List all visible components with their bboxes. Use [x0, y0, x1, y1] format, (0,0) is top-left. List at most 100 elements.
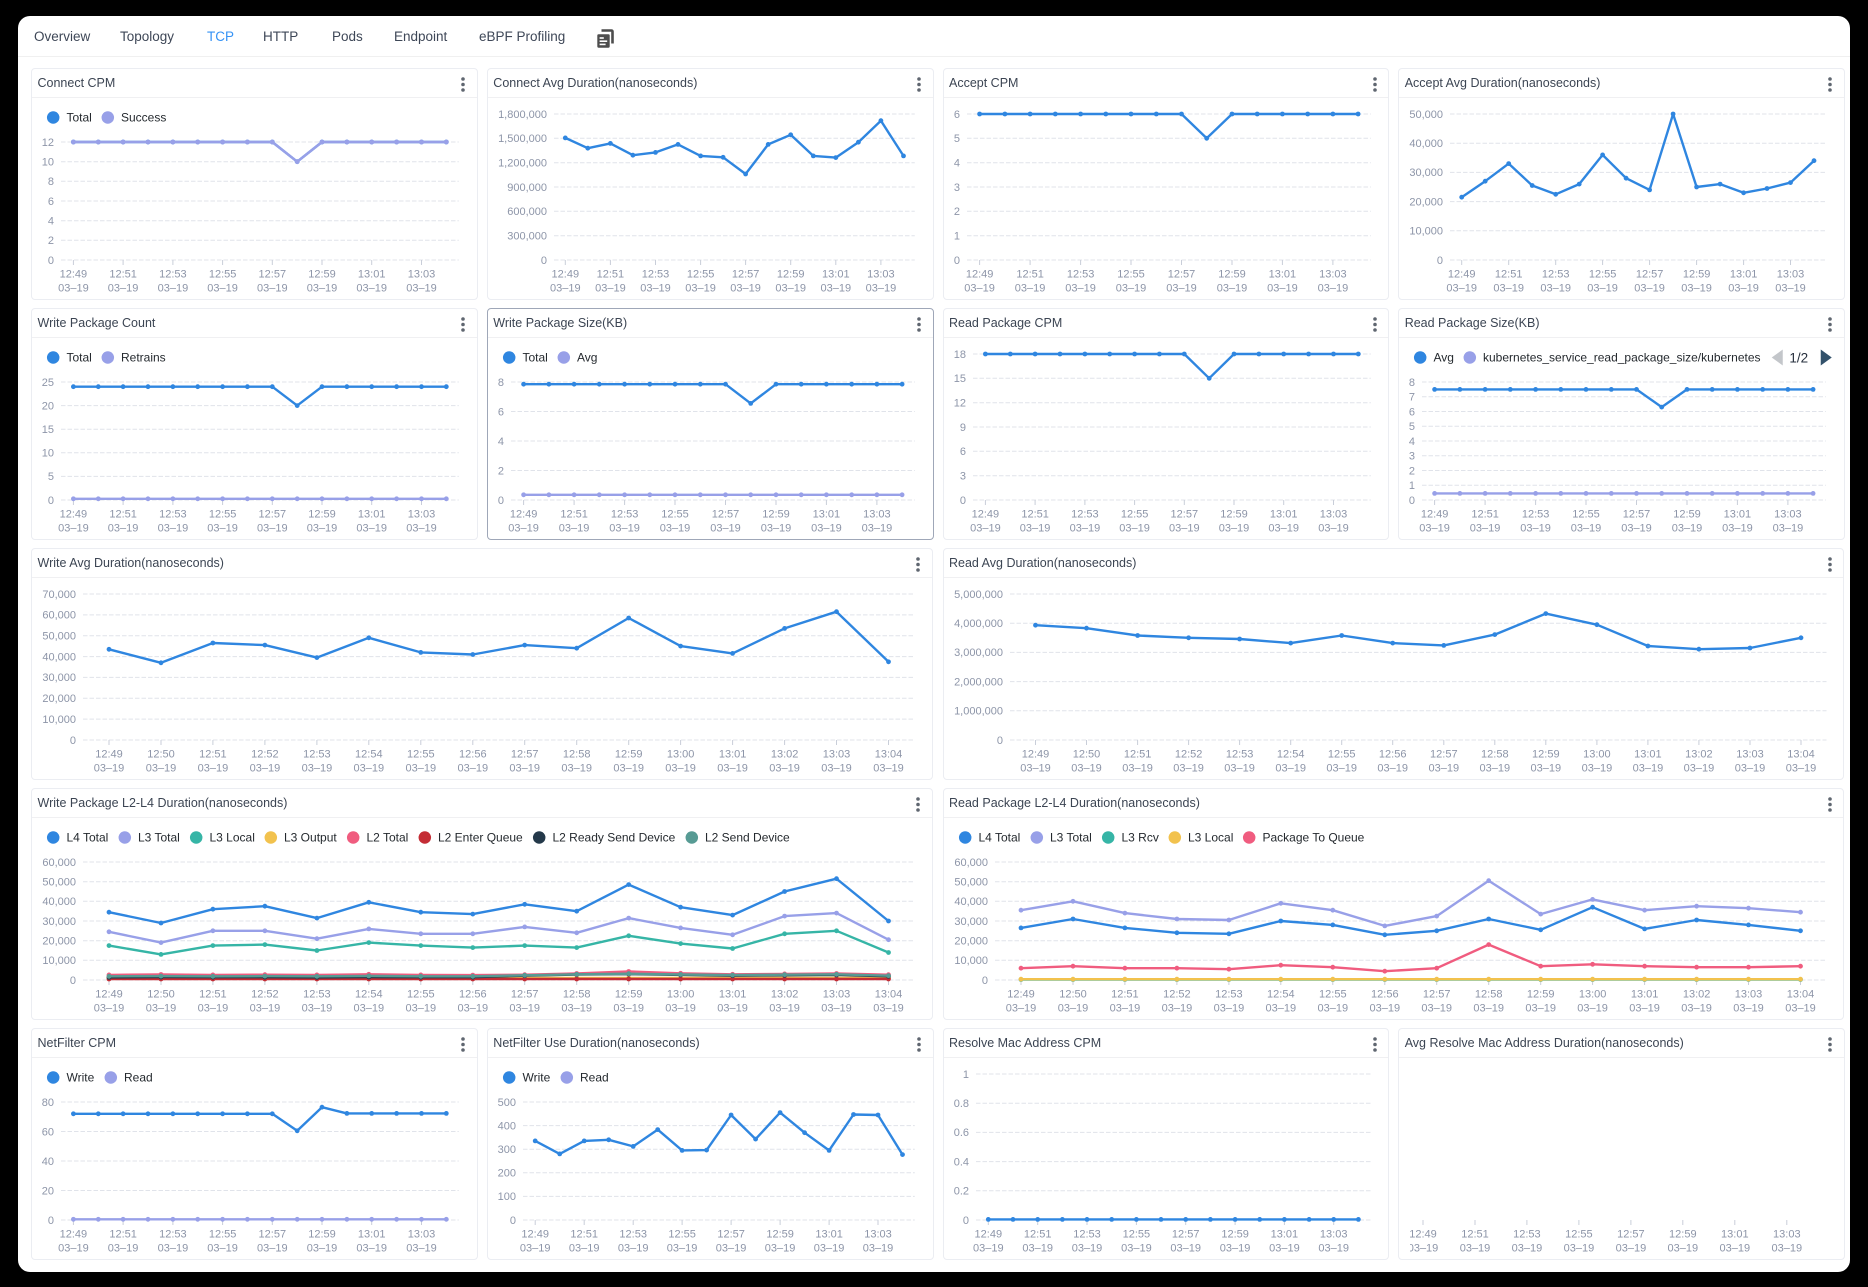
- svg-text:13:01: 13:01: [719, 989, 747, 1001]
- svg-text:70,000: 70,000: [42, 589, 76, 601]
- svg-text:12:51: 12:51: [199, 749, 227, 761]
- svg-text:03–19: 03–19: [58, 283, 89, 295]
- svg-text:L3 Total: L3 Total: [138, 831, 180, 845]
- svg-text:03–19: 03–19: [406, 1243, 437, 1255]
- svg-text:12:51: 12:51: [1495, 269, 1523, 281]
- svg-text:03–19: 03–19: [1121, 1243, 1152, 1255]
- svg-text:03–19: 03–19: [665, 763, 696, 775]
- svg-text:8: 8: [48, 176, 54, 188]
- svg-text:03–19: 03–19: [108, 1243, 139, 1255]
- svg-text:03–19: 03–19: [307, 1243, 338, 1255]
- svg-text:03–19: 03–19: [1219, 1243, 1250, 1255]
- svg-text:20,000: 20,000: [954, 936, 988, 948]
- svg-text:03–19: 03–19: [1722, 523, 1753, 535]
- svg-text:03–19: 03–19: [873, 763, 904, 775]
- svg-text:50,000: 50,000: [954, 877, 988, 889]
- svg-text:03–19: 03–19: [1317, 1003, 1348, 1015]
- svg-text:03–19: 03–19: [1268, 523, 1299, 535]
- svg-text:20,000: 20,000: [42, 693, 76, 705]
- svg-text:03–19: 03–19: [1447, 283, 1478, 295]
- svg-text:03–19: 03–19: [710, 523, 741, 535]
- svg-text:12:55: 12:55: [1117, 269, 1145, 281]
- svg-text:03–19: 03–19: [660, 523, 691, 535]
- svg-text:03–19: 03–19: [94, 763, 125, 775]
- svg-text:03–19: 03–19: [1326, 763, 1357, 775]
- svg-text:1,800,000: 1,800,000: [498, 109, 547, 121]
- svg-text:12:52: 12:52: [251, 749, 279, 761]
- svg-text:12:55: 12:55: [407, 749, 435, 761]
- svg-text:12:54: 12:54: [355, 749, 383, 761]
- svg-text:03–19: 03–19: [1166, 283, 1197, 295]
- svg-text:12:53: 12:53: [619, 1229, 647, 1241]
- svg-text:4: 4: [498, 436, 504, 448]
- svg-text:12:54: 12:54: [1276, 749, 1304, 761]
- svg-text:12:59: 12:59: [1532, 749, 1560, 761]
- svg-text:12:59: 12:59: [308, 269, 336, 281]
- svg-text:12:55: 12:55: [687, 269, 715, 281]
- svg-text:12:51: 12:51: [1472, 509, 1500, 521]
- svg-text:12:56: 12:56: [1371, 989, 1399, 1001]
- svg-text:03–19: 03–19: [406, 763, 437, 775]
- svg-text:12:59: 12:59: [1220, 509, 1248, 521]
- svg-text:5: 5: [953, 133, 959, 145]
- svg-text:2: 2: [1409, 465, 1415, 477]
- svg-text:03–19: 03–19: [458, 1003, 489, 1015]
- svg-text:03–19: 03–19: [307, 283, 338, 295]
- svg-text:03–19: 03–19: [613, 1003, 644, 1015]
- svg-text:03–19: 03–19: [1541, 283, 1572, 295]
- svg-text:03–19: 03–19: [158, 1243, 189, 1255]
- svg-text:13:03: 13:03: [408, 1229, 436, 1241]
- svg-text:03–19: 03–19: [1728, 283, 1759, 295]
- svg-text:12:51: 12:51: [109, 509, 137, 521]
- svg-text:12:55: 12:55: [1565, 1229, 1593, 1241]
- svg-text:13:01: 13:01: [815, 1229, 843, 1241]
- svg-text:03–19: 03–19: [559, 523, 590, 535]
- svg-text:60,000: 60,000: [954, 857, 988, 869]
- svg-text:03–19: 03–19: [667, 1243, 698, 1255]
- svg-text:12:49: 12:49: [1448, 269, 1476, 281]
- svg-text:Retrains: Retrains: [121, 351, 166, 365]
- svg-text:Success: Success: [121, 111, 166, 125]
- svg-text:80: 80: [42, 1097, 54, 1109]
- svg-text:0: 0: [981, 975, 987, 987]
- svg-text:13:03: 13:03: [1734, 989, 1762, 1001]
- svg-text:12: 12: [42, 137, 54, 149]
- svg-text:03–19: 03–19: [1494, 283, 1525, 295]
- svg-text:12:59: 12:59: [1673, 509, 1701, 521]
- svg-text:0.4: 0.4: [953, 1156, 968, 1168]
- svg-text:12:53: 12:53: [1542, 269, 1570, 281]
- svg-text:12:59: 12:59: [615, 989, 643, 1001]
- svg-text:03–19: 03–19: [873, 1003, 904, 1015]
- svg-text:12:51: 12:51: [1123, 749, 1151, 761]
- svg-text:2: 2: [498, 465, 504, 477]
- svg-text:8: 8: [1409, 377, 1415, 389]
- svg-text:50,000: 50,000: [42, 877, 76, 889]
- svg-text:0.6: 0.6: [953, 1127, 968, 1139]
- svg-text:10: 10: [42, 448, 54, 460]
- svg-text:03–19: 03–19: [406, 283, 437, 295]
- svg-text:6: 6: [959, 446, 965, 458]
- svg-text:03–19: 03–19: [1169, 523, 1200, 535]
- svg-text:13:01: 13:01: [1630, 989, 1658, 1001]
- svg-text:12:53: 12:53: [1513, 1229, 1541, 1241]
- svg-text:L3 Output: L3 Output: [284, 831, 337, 845]
- svg-text:03–19: 03–19: [257, 523, 288, 535]
- svg-text:60,000: 60,000: [42, 610, 76, 622]
- svg-text:12:50: 12:50: [1072, 749, 1100, 761]
- svg-text:13:01: 13:01: [358, 269, 386, 281]
- svg-text:13:03: 13:03: [408, 509, 436, 521]
- svg-text:12:55: 12:55: [1319, 989, 1347, 1001]
- svg-text:12:53: 12:53: [1215, 989, 1243, 1001]
- svg-text:12:53: 12:53: [1073, 1229, 1101, 1241]
- svg-text:03–19: 03–19: [1216, 283, 1247, 295]
- svg-text:13:01: 13:01: [1724, 509, 1752, 521]
- svg-text:12:49: 12:49: [551, 269, 579, 281]
- svg-text:L2 Enter Queue: L2 Enter Queue: [438, 831, 523, 845]
- svg-text:12:57: 12:57: [1167, 269, 1195, 281]
- svg-text:1: 1: [962, 1069, 968, 1081]
- svg-text:12:59: 12:59: [777, 269, 805, 281]
- svg-text:12:49: 12:49: [1021, 749, 1049, 761]
- svg-text:1,200,000: 1,200,000: [498, 158, 547, 170]
- svg-text:12:57: 12:57: [1623, 509, 1651, 521]
- svg-text:03–19: 03–19: [1577, 1003, 1608, 1015]
